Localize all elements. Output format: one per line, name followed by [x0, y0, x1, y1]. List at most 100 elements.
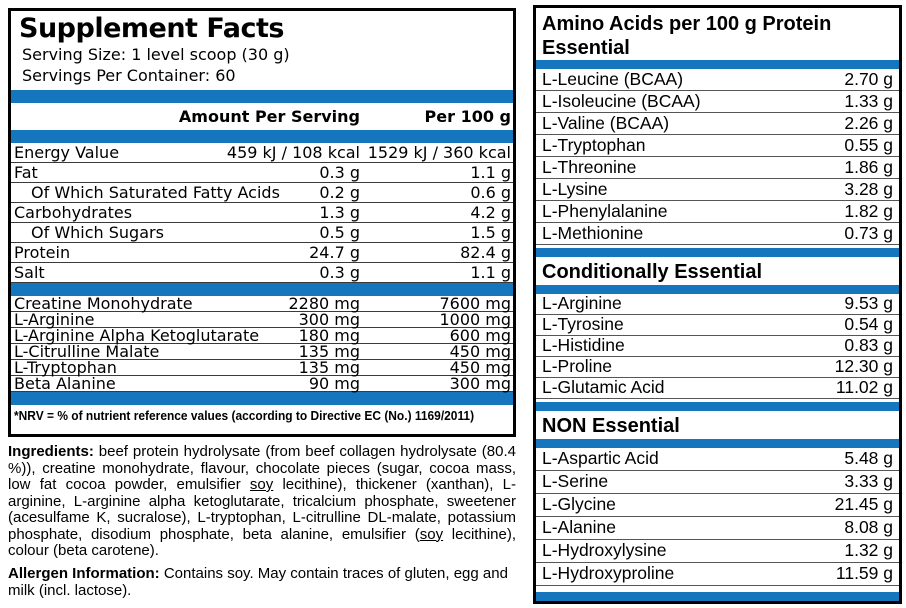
nutrition-table: Energy Value 459 kJ / 108 kcal 1529 kJ / …	[11, 143, 513, 283]
amino-name: L-Hydroxyproline	[542, 563, 675, 583]
serving-size-label: Serving Size:	[22, 45, 127, 64]
table-column-headers: Amount Per Serving Per 100 g	[11, 103, 513, 130]
nutrient-amount-per-100g: 4.2 g	[470, 203, 511, 222]
servings-value: 60	[215, 66, 236, 85]
amino-row: L-Serine 3.33 g	[536, 471, 899, 494]
supplement-row: L-Arginine 300 mg 1000 mg	[11, 312, 513, 328]
amino-name: L-Glutamic Acid	[542, 377, 665, 397]
supplement-row: L-Tryptophan 135 mg 450 mg	[11, 360, 513, 376]
amino-row: L-Proline 12.30 g	[536, 356, 899, 378]
allergen-paragraph: Allergen Information: Contains soy. May …	[8, 565, 508, 599]
amino-name: L-Histidine	[542, 335, 625, 355]
divider-bar	[11, 90, 513, 103]
nutrient-name: Of Which Saturated Fatty Acids	[31, 183, 280, 202]
ingredients-paragraph: Ingredients: beef protein hydrolysate (f…	[8, 443, 516, 559]
nutrient-amount-per-serving: 1.3 g	[319, 203, 360, 222]
amino-value: 11.59 g	[835, 563, 893, 583]
amino-value: 0.54 g	[844, 314, 893, 334]
nutrient-amount-per-serving: 459 kJ / 108 kcal	[226, 143, 360, 162]
amino-value: 9.53 g	[844, 293, 893, 313]
amino-name: L-Phenylalanine	[542, 201, 668, 221]
amino-row: L-Tyrosine 0.54 g	[536, 314, 899, 336]
amino-name: L-Arginine	[542, 293, 622, 313]
amino-row: L-Glutamic Acid 11.02 g	[536, 377, 899, 399]
amino-row: L-Valine (BCAA) 2.26 g	[536, 113, 899, 135]
amino-name: L-Serine	[542, 471, 609, 491]
divider-bar	[536, 248, 899, 257]
nutrition-row: Of Which Saturated Fatty Acids 0.2 g 0.6 …	[11, 183, 513, 203]
supplement-name: L-Arginine Alpha Ketoglutarate	[14, 326, 260, 345]
amino-name: L-Tyrosine	[542, 314, 624, 334]
amino-value: 11.02 g	[835, 377, 893, 397]
nutrition-row: Of Which Sugars 0.5 g 1.5 g	[11, 223, 513, 243]
supplement-amount-per-100g: 300 mg	[449, 374, 511, 393]
amino-value: 2.26 g	[844, 113, 893, 133]
supplement-amount-per-100g: 7600 mg	[439, 294, 511, 313]
divider-bar	[536, 592, 899, 601]
supplement-amount-per-100g: 600 mg	[449, 326, 511, 345]
nrv-footnote: *NRV = % of nutrient reference values (a…	[14, 408, 475, 423]
nutrition-row: Salt 0.3 g 1.1 g	[11, 263, 513, 283]
divider-bar	[536, 402, 899, 411]
column-header-per-100g: Per 100 g	[424, 107, 511, 126]
nutrient-name: Fat	[14, 163, 38, 182]
nutrient-amount-per-serving: 0.3 g	[319, 163, 360, 182]
nutrient-amount-per-100g: 1529 kJ / 360 kcal	[367, 143, 511, 162]
amino-name: L-Methionine	[542, 223, 644, 243]
amino-row: L-Threonine 1.86 g	[536, 157, 899, 179]
amino-acids-title: Amino Acids per 100 g Protein Essential	[542, 13, 832, 59]
amino-name: L-Hydroxylysine	[542, 540, 667, 560]
amino-name: L-Valine (BCAA)	[542, 113, 670, 133]
supplement-amount-per-serving: 135 mg	[298, 358, 360, 377]
nutrient-amount-per-100g: 82.4 g	[460, 243, 511, 262]
amino-row: L-Arginine 9.53 g	[536, 293, 899, 315]
nutrient-name: Salt	[14, 263, 45, 282]
nutrient-name: Carbohydrates	[14, 203, 133, 222]
supplement-name: Beta Alanine	[14, 374, 116, 393]
column-header-amount-per-serving: Amount Per Serving	[178, 107, 360, 126]
nutrient-amount-per-100g: 1.1 g	[470, 263, 511, 282]
amino-name: L-Aspartic Acid	[542, 448, 659, 468]
amino-value: 3.33 g	[844, 471, 893, 491]
amino-value: 0.83 g	[844, 335, 893, 355]
divider-bar	[11, 283, 513, 296]
nutrient-name: Of Which Sugars	[31, 223, 164, 242]
serving-size-line: Serving Size: 1 level scoop (30 g)	[22, 44, 513, 65]
amino-row: L-Alanine 8.08 g	[536, 517, 899, 540]
supplement-ingredient-table: Creatine Monohydrate 2280 mg 7600 mg L-Ar…	[11, 296, 513, 392]
nutrient-amount-per-100g: 1.1 g	[470, 163, 511, 182]
amino-row: L-Hydroxylysine 1.32 g	[536, 540, 899, 563]
divider-bar	[11, 392, 513, 405]
amino-value: 1.33 g	[844, 91, 893, 111]
nutrition-row: Fat 0.3 g 1.1 g	[11, 163, 513, 183]
conditionally-essential-amino-table: L-Arginine 9.53 g L-Tyrosine 0.54 g L-Hi…	[536, 293, 899, 399]
supplement-facts-panel: Supplement Facts Serving Size: 1 level s…	[8, 8, 516, 437]
supplement-row: Beta Alanine 90 mg 300 mg	[11, 376, 513, 392]
amino-name: L-Alanine	[542, 517, 616, 537]
section-header-non-essential: NON Essential	[542, 415, 680, 437]
amino-name: L-Glycine	[542, 494, 616, 514]
amino-value: 2.70 g	[844, 69, 893, 89]
nutrient-amount-per-serving: 24.7 g	[309, 243, 360, 262]
nutrient-amount-per-serving: 0.5 g	[319, 223, 360, 242]
supplement-row: L-Citrulline Malate 135 mg 450 mg	[11, 344, 513, 360]
nutrient-amount-per-100g: 1.5 g	[470, 223, 511, 242]
non-essential-amino-table: L-Aspartic Acid 5.48 g L-Serine 3.33 g L…	[536, 448, 899, 586]
amino-value: 1.86 g	[844, 157, 893, 177]
nutrient-amount-per-serving: 0.2 g	[319, 183, 360, 202]
amino-row: L-Glycine 21.45 g	[536, 494, 899, 517]
supplement-amount-per-100g: 1000 mg	[439, 310, 511, 329]
nutrition-row: Carbohydrates 1.3 g 4.2 g	[11, 203, 513, 223]
supplement-amount-per-serving: 300 mg	[298, 310, 360, 329]
amino-value: 3.28 g	[844, 179, 893, 199]
amino-row: L-Aspartic Acid 5.48 g	[536, 448, 899, 471]
supplement-name: L-Citrulline Malate	[14, 342, 160, 361]
supplement-name: L-Tryptophan	[14, 358, 117, 377]
amino-row: L-Leucine (BCAA) 2.70 g	[536, 69, 899, 91]
divider-bar	[536, 439, 899, 448]
amino-row: L-Lysine 3.28 g	[536, 179, 899, 201]
amino-name: L-Isoleucine (BCAA)	[542, 91, 701, 111]
supplement-name: Creatine Monohydrate	[14, 294, 193, 313]
supplement-amount-per-serving: 2280 mg	[288, 294, 360, 313]
